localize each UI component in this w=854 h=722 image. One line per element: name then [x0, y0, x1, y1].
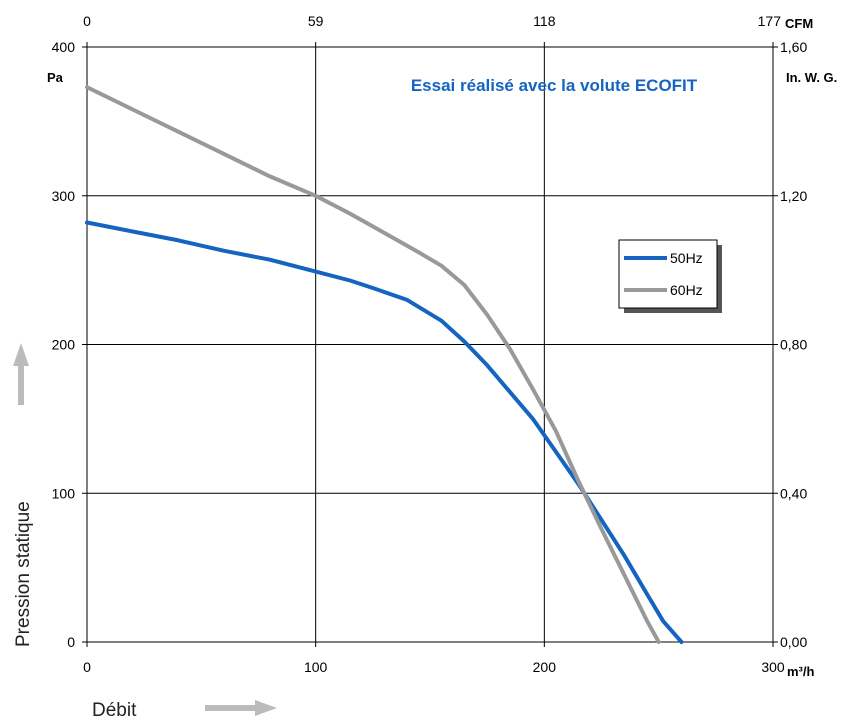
y-left-tick-label: 100: [52, 485, 76, 501]
x-bottom-tick-label: 200: [533, 659, 557, 675]
legend: 50Hz 60Hz: [618, 239, 722, 313]
x-top-tick-label: 0: [83, 13, 91, 29]
x-top-tick-label: 177: [758, 13, 782, 29]
y-right-tick-label: 0,80: [780, 337, 807, 353]
x-bottom-tick-label: 0: [83, 659, 91, 675]
y-axis-title: Pression statique: [13, 501, 34, 647]
chart-annotation: Essai réalisé avec la volute ECOFIT: [411, 76, 698, 95]
legend-label-60hz: 60Hz: [670, 282, 703, 298]
bottom-axis-unit: m³/h: [787, 664, 815, 679]
y-left-tick-label: 300: [52, 188, 76, 204]
y-left-tick-label: 400: [52, 39, 76, 55]
top-axis-unit: CFM: [785, 16, 813, 31]
x-top-tick-label: 118: [533, 13, 556, 29]
left-axis-unit: Pa: [47, 70, 64, 85]
y-left-tick-label: 0: [67, 634, 75, 650]
legend-box: [618, 239, 718, 309]
y-right-tick-label: 0,00: [780, 634, 807, 650]
legend-label-50hz: 50Hz: [670, 250, 703, 266]
grid: [87, 47, 773, 642]
series-line-60hz: [85, 85, 661, 644]
series-line-50hz: [85, 220, 684, 644]
right-axis-unit: In. W. G.: [786, 70, 837, 85]
x-bottom-tick-label: 300: [761, 659, 785, 675]
series-layer: [85, 85, 684, 644]
x-top-tick-label: 59: [308, 13, 324, 29]
x-axis-arrow-icon: [205, 700, 277, 716]
y-axis-arrow-icon: [13, 343, 29, 405]
y-right-tick-label: 1,60: [780, 39, 807, 55]
x-bottom-tick-label: 100: [304, 659, 328, 675]
y-right-tick-label: 0,40: [780, 485, 807, 501]
y-left-tick-label: 200: [52, 337, 76, 353]
x-axis-title: Débit: [92, 700, 137, 721]
y-right-tick-label: 1,20: [780, 188, 807, 204]
tick-marks: [82, 42, 778, 647]
